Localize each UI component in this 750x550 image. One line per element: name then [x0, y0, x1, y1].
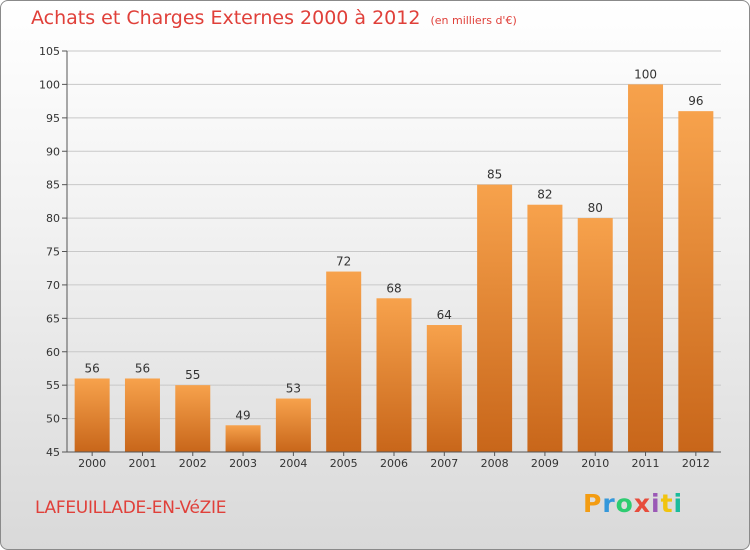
- x-tick-label-2001: 2001: [128, 457, 156, 470]
- axes: 45 50 55 60 65 70 75 80 85 90 95 100 105 2000 2001 2002…: [39, 45, 721, 470]
- logo-letter: P: [583, 489, 603, 518]
- logo-letter: i: [673, 489, 684, 518]
- x-tick-label-2011: 2011: [632, 457, 660, 470]
- x-tick-label-2008: 2008: [481, 457, 509, 470]
- y-tick-label: 60: [46, 346, 60, 359]
- y-tick-label: 55: [46, 379, 60, 392]
- y-tick-label: 85: [46, 179, 60, 192]
- y-tick-label: 45: [46, 446, 60, 459]
- commune-name: LAFEUILLADE-EN-VéZIE: [35, 498, 227, 518]
- value-label-2010: 80: [588, 201, 603, 215]
- value-label-2011: 100: [634, 67, 657, 81]
- value-label-2004: 53: [286, 382, 301, 396]
- y-tick-label: 75: [46, 246, 60, 259]
- bar-2001: [124, 378, 160, 452]
- bar-2005: [326, 271, 362, 452]
- value-label-2006: 68: [386, 281, 401, 295]
- value-label-2000: 56: [85, 361, 100, 375]
- value-label-2003: 49: [235, 408, 250, 422]
- x-tick-label-2006: 2006: [380, 457, 408, 470]
- bar-2003: [225, 425, 261, 452]
- logo-letter: o: [615, 489, 634, 518]
- value-label-2002: 55: [185, 368, 200, 382]
- chart-subtitle: (en milliers d'€): [430, 14, 517, 27]
- y-tick-label: 80: [46, 212, 60, 225]
- x-tick-label-2007: 2007: [430, 457, 458, 470]
- bar-2008: [477, 184, 513, 452]
- proxiti-logo: Proxiti: [583, 489, 683, 518]
- y-tick-label: 50: [46, 413, 60, 426]
- logo-letter: t: [660, 489, 674, 518]
- logo-letter: r: [602, 489, 616, 518]
- bar-2000: [74, 378, 110, 452]
- x-tick-label-2004: 2004: [279, 457, 307, 470]
- x-tick-label-2009: 2009: [531, 457, 559, 470]
- logo-letter: i: [651, 489, 661, 518]
- bar-2004: [275, 398, 311, 452]
- bar-2002: [175, 385, 211, 452]
- y-tick-label: 65: [46, 312, 60, 325]
- y-tick-label: 70: [46, 279, 60, 292]
- value-label-2005: 72: [336, 255, 351, 269]
- y-tick-label: 105: [39, 45, 60, 58]
- value-label-2007: 64: [437, 308, 452, 322]
- bar-2006: [376, 298, 412, 452]
- value-label-2012: 96: [688, 94, 703, 108]
- value-label-2001: 56: [135, 361, 150, 375]
- x-tick-label-2002: 2002: [179, 457, 207, 470]
- bar-2012: [678, 111, 714, 453]
- bar-2011: [628, 84, 664, 453]
- y-tick-label: 95: [46, 112, 60, 125]
- bar-2009: [527, 204, 563, 452]
- x-tick-label-2003: 2003: [229, 457, 257, 470]
- y-tick-label: 90: [46, 145, 60, 158]
- value-label-2009: 82: [537, 188, 552, 202]
- x-tick-label-2005: 2005: [330, 457, 358, 470]
- bar-2010: [577, 218, 613, 452]
- logo-letter: x: [633, 489, 651, 518]
- bar-2007: [426, 325, 462, 452]
- x-tick-label-2010: 2010: [581, 457, 609, 470]
- x-tick-label-2012: 2012: [682, 457, 710, 470]
- bars: 56 56 55 49 53 72 68 64 85 82 80 100 96: [74, 67, 714, 453]
- y-tick-label: 100: [39, 78, 60, 91]
- x-tick-label-2000: 2000: [78, 457, 106, 470]
- value-label-2008: 85: [487, 168, 502, 182]
- chart-title: Achats et Charges Externes 2000 à 2012 (e…: [31, 7, 517, 29]
